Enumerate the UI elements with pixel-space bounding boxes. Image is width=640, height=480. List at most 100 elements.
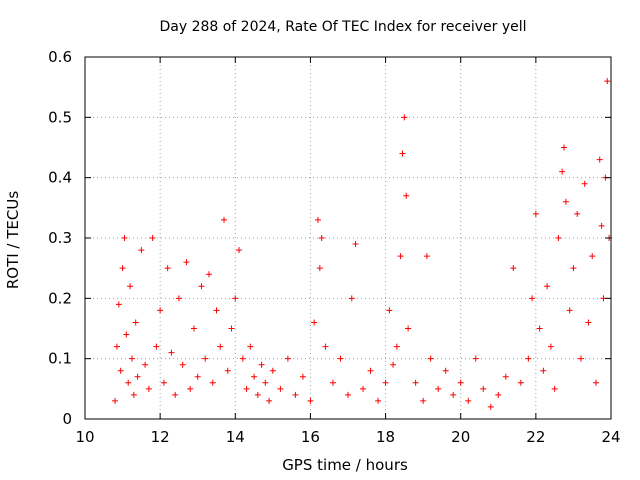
x-axis-ticks: 10 12 14 16 18 20 22 24 [75, 57, 621, 446]
data-point [405, 325, 412, 332]
x-tick-label: 18 [376, 428, 395, 446]
data-point [132, 319, 139, 326]
data-point [529, 295, 536, 302]
y-tick-label: 0.5 [48, 108, 72, 126]
data-point [532, 210, 539, 217]
data-point [367, 367, 374, 374]
data-point [555, 235, 562, 241]
data-point [352, 241, 359, 248]
data-point [450, 391, 457, 398]
data-point [604, 78, 611, 85]
plot-frame [84, 56, 612, 420]
data-point [345, 391, 351, 398]
data-point [393, 343, 400, 350]
data-point [149, 235, 156, 241]
y-tick-label: 0.4 [48, 169, 72, 187]
x-tick-label: 10 [75, 428, 94, 446]
data-point [128, 355, 135, 362]
data-point [307, 397, 314, 404]
x-tick-label: 22 [526, 428, 545, 446]
x-tick-label: 16 [301, 428, 320, 446]
grid [85, 57, 611, 419]
data-point [172, 391, 179, 398]
data-point [596, 156, 603, 163]
data-point [435, 385, 442, 392]
data-point [243, 385, 250, 392]
y-axis-label: ROTI / TECUs [4, 191, 22, 289]
data-point [228, 325, 235, 332]
data-point [401, 114, 408, 121]
data-point [547, 343, 554, 350]
data-point [125, 379, 132, 386]
data-point [544, 283, 551, 290]
data-point [403, 192, 410, 199]
data-point [442, 367, 449, 374]
data-point [577, 355, 584, 362]
data-point [254, 391, 261, 398]
data-point [311, 319, 318, 326]
data-point [127, 283, 134, 290]
data-point [589, 253, 596, 260]
data-point [487, 403, 494, 410]
data-point [221, 216, 228, 223]
data-point [423, 253, 430, 260]
data-point [561, 144, 568, 151]
data-point [258, 361, 265, 368]
x-axis-label: GPS time / hours [282, 456, 408, 474]
data-point [420, 397, 427, 404]
chart-title: Day 288 of 2024, Rate Of TEC Index for r… [159, 19, 526, 35]
y-tick-label: 0 [62, 410, 72, 428]
data-point [510, 265, 517, 272]
data-point [145, 385, 152, 392]
data-point [130, 391, 137, 398]
data-point [251, 373, 258, 380]
data-point [322, 343, 329, 350]
data-point [316, 265, 323, 272]
data-point [164, 265, 171, 272]
data-point [134, 373, 141, 380]
data-point [168, 349, 175, 356]
data-point [202, 355, 209, 362]
data-point [213, 307, 220, 314]
data-point [284, 355, 291, 362]
data-point [299, 373, 306, 380]
data-point [160, 379, 167, 386]
data-point [472, 355, 479, 362]
data-point [551, 385, 558, 392]
data-point [123, 331, 130, 338]
data-points [112, 78, 613, 410]
data-point [198, 283, 205, 290]
data-point [465, 397, 472, 404]
data-point [112, 397, 119, 404]
data-point [236, 247, 243, 254]
data-point [318, 235, 325, 241]
data-point [153, 343, 160, 350]
data-point [142, 361, 149, 368]
data-point [348, 295, 355, 302]
data-point [592, 379, 599, 386]
data-point [525, 355, 532, 362]
data-point [217, 343, 224, 350]
x-tick-label: 12 [151, 428, 170, 446]
data-point [187, 385, 194, 392]
data-point [205, 271, 212, 278]
data-point [574, 210, 581, 217]
data-point [115, 301, 122, 308]
data-point [480, 385, 487, 392]
data-point [232, 295, 239, 302]
x-tick-label: 20 [451, 428, 470, 446]
data-point [194, 373, 201, 380]
data-point [224, 367, 231, 374]
data-point [269, 367, 276, 374]
x-tick-label: 14 [226, 428, 245, 446]
data-point [266, 397, 273, 404]
data-point [314, 216, 321, 223]
data-point [138, 247, 145, 254]
data-point [209, 379, 216, 386]
data-point [412, 379, 419, 386]
data-point [190, 325, 197, 332]
data-point [581, 180, 588, 187]
data-point [277, 385, 284, 392]
data-point [495, 391, 502, 398]
